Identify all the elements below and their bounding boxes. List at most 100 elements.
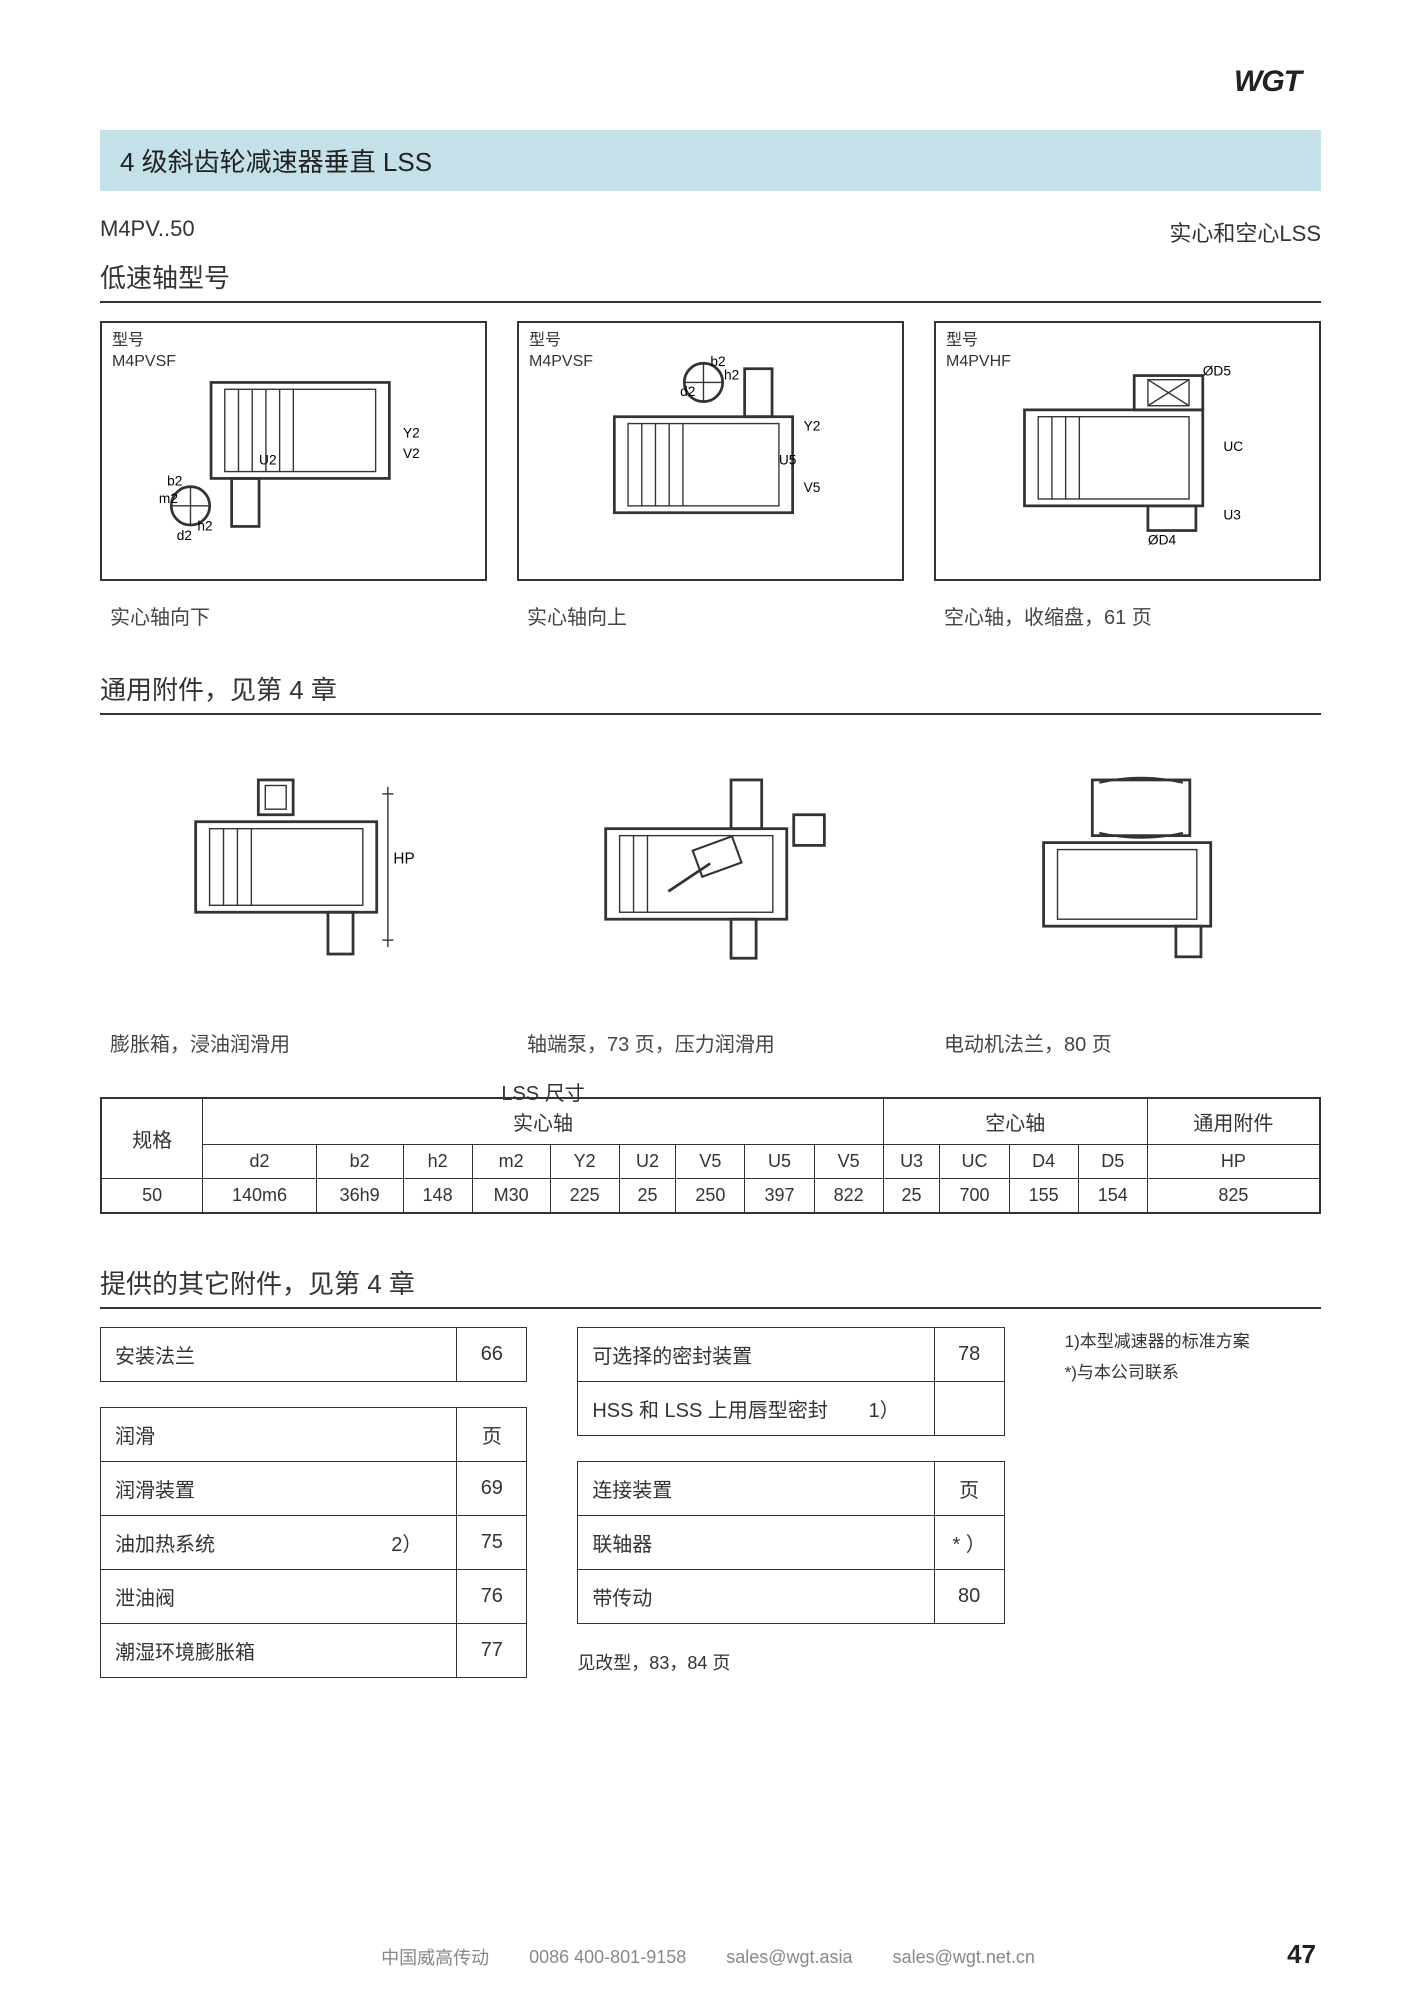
- section-other-accessories: 提供的其它附件，见第 4 章: [100, 1264, 1321, 1309]
- table-cell: 25: [619, 1179, 676, 1214]
- diagram-caption: 轴端泵，73 页，压力润滑用: [517, 1028, 904, 1057]
- table-column-header: U5: [745, 1145, 814, 1179]
- acc-row-page: 76: [457, 1570, 527, 1624]
- acc-table-page: 页: [934, 1462, 1004, 1516]
- motor-flange-diagram-icon: [953, 766, 1301, 961]
- table-cell: 250: [676, 1179, 745, 1214]
- table-cell: 825: [1147, 1179, 1320, 1214]
- acc-row-label: 带传动: [578, 1570, 934, 1624]
- table-cell: 140m6: [203, 1179, 316, 1214]
- notes-column: 1)本型减速器的标准方案 *)与本公司联系: [1055, 1327, 1321, 1703]
- caption-row: 实心轴向下 实心轴向上 空心轴，收缩盘，61 页: [100, 601, 1321, 630]
- table-header: 通用附件: [1147, 1098, 1320, 1145]
- acc-footer-note: 见改型，83，84 页: [577, 1649, 1004, 1675]
- acc-table-title: 连接装置: [578, 1462, 934, 1516]
- table-cell: 36h9: [316, 1179, 403, 1214]
- footer-email: sales@wgt.asia: [726, 1947, 852, 1968]
- model-code: M4PV..50: [100, 216, 195, 248]
- svg-text:d2: d2: [680, 384, 695, 399]
- acc-row-label: 潮湿环境膨胀箱: [101, 1624, 457, 1678]
- footer-email: sales@wgt.net.cn: [893, 1947, 1035, 1968]
- diagram-model-label: 型号M4PVHF: [946, 331, 1011, 373]
- brand-logo: WGT: [1234, 65, 1301, 99]
- svg-text:Y2: Y2: [804, 418, 821, 433]
- acc-row-page: [934, 1382, 1004, 1436]
- acc-row-label: 联轴器: [578, 1516, 934, 1570]
- svg-text:h2: h2: [724, 368, 739, 383]
- acc-row-page: * ）: [934, 1516, 1004, 1570]
- acc-row-page: 75: [457, 1516, 527, 1570]
- svg-text:U5: U5: [779, 453, 797, 468]
- gearbox-diagram-icon: Y2V5 U5 b2d2 h2: [538, 355, 883, 547]
- diagram-model-label: 型号M4PVSF: [112, 331, 176, 373]
- accessories-right-column: 可选择的密封装置78HSS 和 LSS 上用唇型密封1） 连接装置页联轴器* ）带…: [577, 1327, 1004, 1703]
- table-column-header: U3: [883, 1145, 940, 1179]
- svg-text:V5: V5: [804, 480, 821, 495]
- table-cell: 225: [550, 1179, 619, 1214]
- acc-row-page: 80: [934, 1570, 1004, 1624]
- model-row: M4PV..50 实心和空心LSS: [100, 216, 1321, 248]
- table-header: 空心轴: [883, 1098, 1147, 1145]
- footer-company: 中国威高传动: [381, 1944, 489, 1970]
- accessories-left-column: 安装法兰66润滑页润滑装置69油加热系统2）75泄油阀76潮湿环境膨胀箱77: [100, 1327, 527, 1703]
- acc-table-page: 页: [457, 1408, 527, 1462]
- svg-text:U3: U3: [1224, 508, 1242, 523]
- expansion-tank-diagram-icon: HP: [119, 766, 467, 961]
- svg-text:HP: HP: [394, 850, 415, 867]
- gearbox-diagram-icon: V2Y2 U2 b2m2 d2h2: [121, 355, 466, 547]
- footer-phone: 0086 400-801-9158: [529, 1947, 686, 1968]
- note-text: *)与本公司联系: [1065, 1358, 1321, 1389]
- svg-text:Y2: Y2: [403, 425, 420, 440]
- svg-text:U2: U2: [259, 453, 277, 468]
- table-column-header: UC: [940, 1145, 1009, 1179]
- accessory-table: 安装法兰66: [100, 1327, 527, 1382]
- page-footer: 中国威高传动 0086 400-801-9158 sales@wgt.asia …: [0, 1944, 1416, 1970]
- shaft-pump-diagram-icon: [536, 766, 884, 961]
- diagram-box: HP: [100, 733, 487, 993]
- page-title: 4 级斜齿轮减速器垂直 LSS: [100, 130, 1321, 191]
- svg-text:V2: V2: [403, 446, 420, 461]
- table-header: 实心轴 LSS 尺寸: [203, 1098, 883, 1145]
- table-column-header: b2: [316, 1145, 403, 1179]
- acc-table-title: 安装法兰: [101, 1328, 457, 1382]
- diagram-box: 型号M4PVSF V2Y2 U2 b2m2 d2h2: [100, 321, 487, 581]
- acc-row-label: 泄油阀: [101, 1570, 457, 1624]
- gearbox-diagram-icon: ØD5ØD4 UCU3: [955, 355, 1300, 547]
- table-cell: M30: [472, 1179, 550, 1214]
- table-cell: 700: [940, 1179, 1009, 1214]
- caption-row-2: 膨胀箱，浸油润滑用 轴端泵，73 页，压力润滑用 电动机法兰，80 页: [100, 1028, 1321, 1057]
- table-column-header: D4: [1009, 1145, 1078, 1179]
- acc-row-label: 油加热系统2）: [101, 1516, 457, 1570]
- acc-row-label: 润滑装置: [101, 1462, 457, 1516]
- table-cell: 822: [814, 1179, 883, 1214]
- shaft-type-label: 实心和空心LSS: [1169, 216, 1321, 248]
- acc-table-title: 润滑: [101, 1408, 457, 1462]
- table-column-header: Y2: [550, 1145, 619, 1179]
- acc-table-page: 78: [934, 1328, 1004, 1382]
- diagram-box: [517, 733, 904, 993]
- svg-text:m2: m2: [159, 491, 178, 506]
- table-header: 规格: [101, 1098, 203, 1179]
- diagram-caption: 实心轴向上: [517, 601, 904, 630]
- page-number: 47: [1287, 1939, 1316, 1970]
- table-column-header: h2: [403, 1145, 472, 1179]
- table-column-header: d2: [203, 1145, 316, 1179]
- diagram-caption: 膨胀箱，浸油润滑用: [100, 1028, 487, 1057]
- svg-text:d2: d2: [177, 528, 192, 543]
- table-cell: 50: [101, 1179, 203, 1214]
- diagram-box: 型号M4PVSF Y2V5 U5 b2d2 h2: [517, 321, 904, 581]
- diagram-box: [934, 733, 1321, 993]
- diagram-model-label: 型号M4PVSF: [529, 331, 593, 373]
- accessories-section: 安装法兰66润滑页润滑装置69油加热系统2）75泄油阀76潮湿环境膨胀箱77 可…: [100, 1327, 1321, 1703]
- diagram-caption: 空心轴，收缩盘，61 页: [934, 601, 1321, 630]
- accessory-table: 可选择的密封装置78HSS 和 LSS 上用唇型密封1）: [577, 1327, 1004, 1436]
- section-low-speed-shaft: 低速轴型号: [100, 258, 1321, 303]
- diagram-caption: 电动机法兰，80 页: [934, 1028, 1321, 1057]
- note-text: 1)本型减速器的标准方案: [1065, 1327, 1321, 1358]
- svg-text:UC: UC: [1224, 439, 1244, 454]
- acc-table-title: 可选择的密封装置: [578, 1328, 934, 1382]
- svg-text:h2: h2: [198, 519, 213, 534]
- diagram-row-2: HP: [100, 733, 1321, 993]
- table-column-header: D5: [1078, 1145, 1147, 1179]
- table-cell: 155: [1009, 1179, 1078, 1214]
